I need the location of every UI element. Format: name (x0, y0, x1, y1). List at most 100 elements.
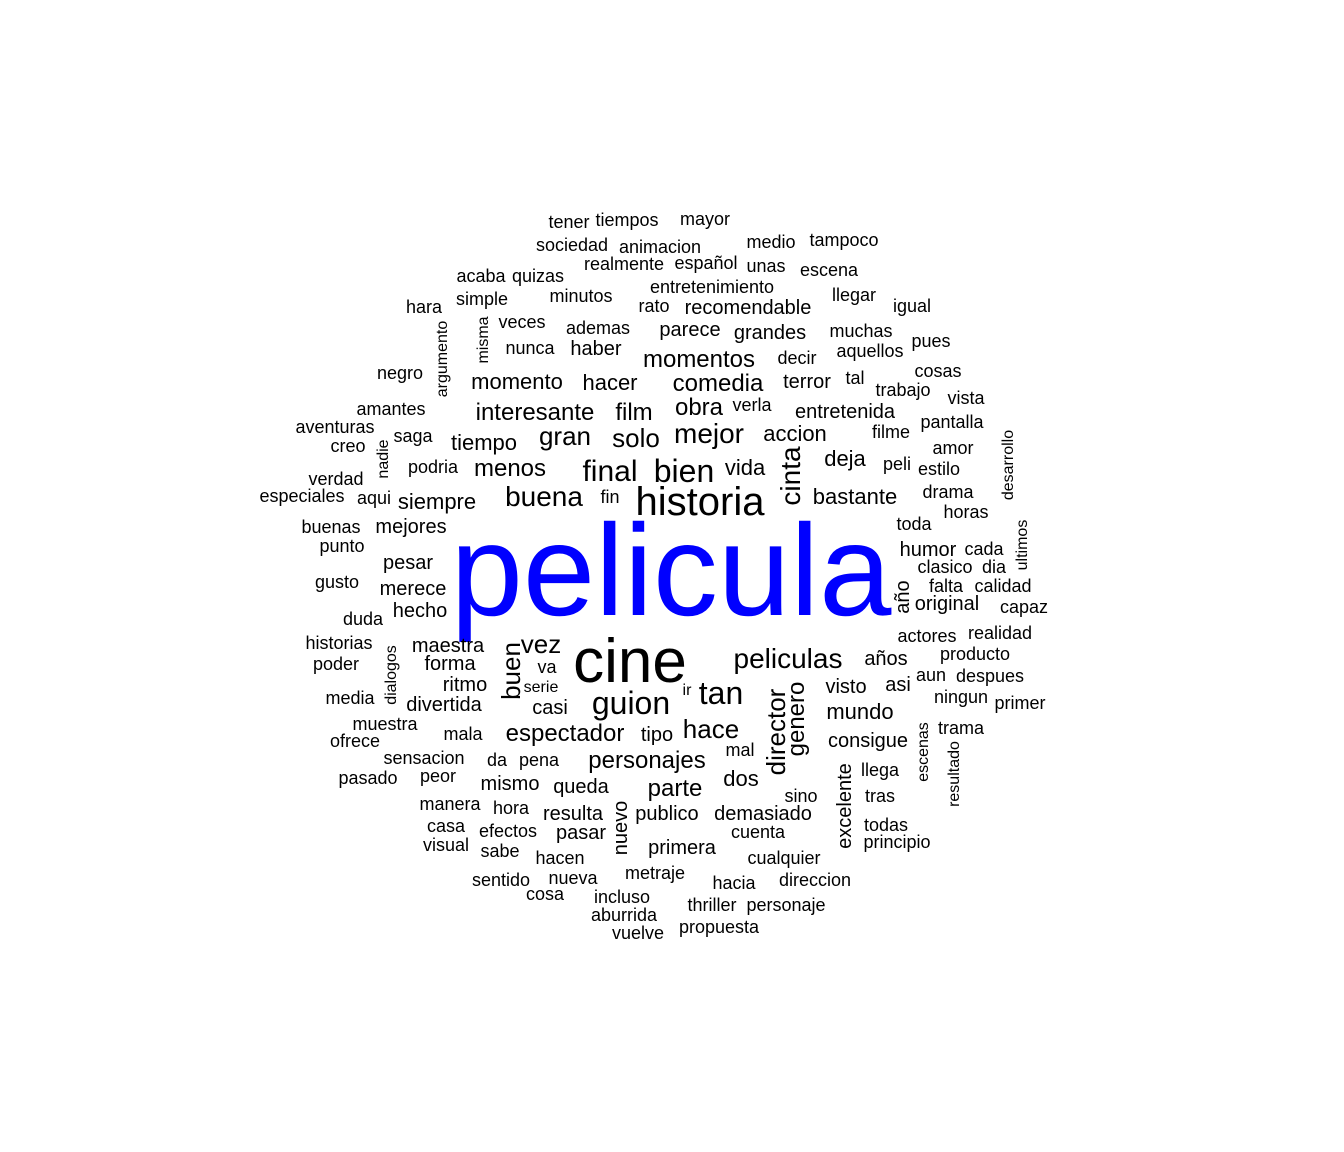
word-unas: unas (746, 256, 786, 276)
word-mal: mal (725, 740, 755, 760)
word-misma: misma (475, 316, 492, 364)
word-casa: casa (426, 816, 466, 836)
word-interesante: interesante (475, 399, 595, 426)
word-minutos: minutos (549, 286, 613, 306)
word-muestra: muestra (352, 714, 418, 734)
word-original: original (914, 593, 980, 615)
word-hacen: hacen (535, 848, 585, 868)
word-hacia: hacia (712, 873, 756, 893)
word-tampoco: tampoco (809, 230, 879, 250)
word-pasado: pasado (338, 768, 398, 788)
word-animacion: animacion (618, 237, 702, 257)
word-muchas: muchas (829, 321, 893, 341)
word-tan: tan (698, 675, 744, 711)
word-nunca: nunca (505, 338, 555, 358)
word-trama: trama (937, 718, 985, 738)
word-aventuras: aventuras (295, 417, 375, 437)
word-nadie: nadie (375, 439, 392, 479)
word-bastante: bastante (812, 484, 898, 509)
word-ritmo: ritmo (442, 674, 488, 696)
word-genero: genero (783, 681, 810, 757)
word-nueva: nueva (548, 868, 598, 888)
word-mejores: mejores (375, 516, 447, 538)
word-mayor: mayor (679, 209, 731, 229)
word-amantes: amantes (356, 399, 426, 419)
word-decir: decir (777, 348, 817, 368)
word-ano: año (892, 580, 914, 614)
word-sabe: sabe (480, 841, 520, 861)
word-simple: simple (455, 289, 509, 309)
word-gran: gran (538, 421, 592, 451)
word-parece: parece (659, 319, 721, 341)
word-mismo: mismo (480, 773, 540, 795)
word-humor: humor (899, 539, 957, 561)
word-cosas: cosas (914, 361, 962, 381)
word-visual: visual (422, 835, 470, 855)
word-consigue: consigue (827, 730, 909, 752)
word-negro: negro (376, 363, 424, 383)
word-thriller: thriller (687, 895, 737, 915)
word-escena: escena (799, 260, 859, 280)
word-vez: vez (520, 629, 562, 659)
word-realidad: realidad (967, 623, 1033, 643)
word-sociedad: sociedad (535, 235, 609, 255)
word-tiempo: tiempo (450, 430, 518, 455)
word-vuelve: vuelve (611, 923, 665, 943)
word-efectos: efectos (478, 821, 538, 841)
word-llega: llega (860, 760, 900, 780)
word-amor: amor (932, 438, 974, 458)
word-media: media (325, 688, 375, 708)
word-merece: merece (379, 578, 447, 600)
word-todas: todas (863, 815, 909, 835)
word-personaje: personaje (746, 895, 826, 915)
word-drama: drama (922, 482, 974, 502)
word-sentido: sentido (471, 870, 531, 890)
word-dialogos: dialogos (383, 645, 400, 705)
word-rato: rato (638, 296, 670, 316)
word-visto: visto (825, 676, 867, 698)
word-filme: filme (871, 422, 911, 442)
word-manera: manera (419, 794, 481, 814)
word-pues: pues (911, 331, 951, 351)
word-horas: horas (943, 502, 989, 522)
word-metraje: metraje (624, 863, 686, 883)
word-terror: terror (783, 371, 831, 393)
word-personajes: personajes (588, 747, 706, 774)
word-desarrollo: desarrollo (1000, 429, 1017, 501)
word-va: va (537, 657, 557, 677)
word-ningun: ningun (933, 687, 989, 707)
word-ofrece: ofrece (329, 731, 381, 751)
word-trabajo: trabajo (875, 380, 931, 400)
word-peli: peli (882, 454, 912, 474)
word-cosa: cosa (525, 884, 565, 904)
word-excelente: excelente (834, 763, 856, 849)
word-vista: vista (947, 388, 985, 408)
word-tal: tal (845, 368, 865, 388)
word-peor: peor (419, 766, 457, 786)
word-direccion: direccion (778, 870, 852, 890)
word-mala: mala (443, 724, 483, 744)
word-incluso: incluso (593, 887, 651, 907)
word-ultimos: ultimos (1014, 519, 1031, 571)
word-pantalla: pantalla (920, 412, 984, 432)
word-creo: creo (330, 436, 366, 456)
word-buena: buena (505, 481, 583, 512)
word-guion: guion (591, 685, 671, 721)
word-acaba: acaba (456, 266, 506, 286)
word-dia: dia (981, 557, 1007, 577)
word-vida: vida (724, 455, 766, 480)
word-calidad: calidad (974, 576, 1032, 596)
word-aquellos: aquellos (836, 341, 904, 361)
word-cinta: cinta (775, 446, 806, 506)
word-entretenimiento: entretenimiento (649, 277, 775, 297)
word-sensacion: sensacion (383, 748, 465, 768)
word-resultado: resultado (946, 741, 963, 807)
word-maestra: maestra (411, 635, 485, 657)
word-resulta: resulta (542, 803, 604, 825)
word-pelicula: pelicula (450, 497, 892, 643)
word-duda: duda (342, 609, 384, 629)
word-tener: tener (548, 212, 590, 232)
word-demasiado: demasiado (714, 803, 812, 825)
word-verdad: verdad (308, 469, 364, 489)
